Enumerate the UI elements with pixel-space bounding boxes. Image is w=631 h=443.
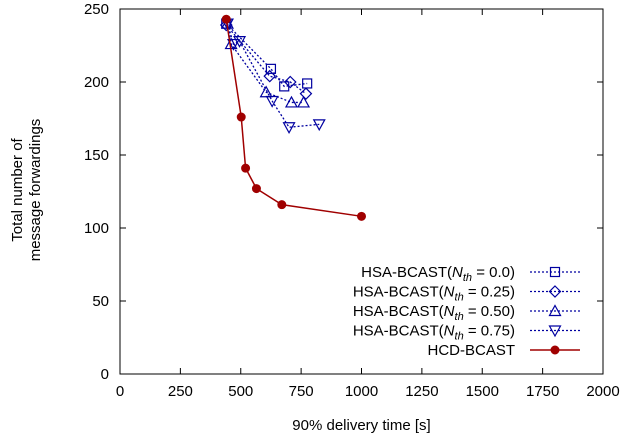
x-axis-label: 90% delivery time [s] [292,417,430,434]
y-tick-label: 200 [84,74,109,91]
series-1-point [265,63,277,74]
series-4-line [226,23,320,128]
series-4-point [312,119,326,132]
series-5-point [277,200,287,210]
legend-swatch-marker-2 [548,285,562,298]
legend-swatch-marker-5 [550,345,560,355]
series-3-point [297,95,311,108]
legend-label-4: HSA-BCAST(Nth = 0.75) [353,323,515,343]
legend-swatch-marker-1 [549,266,561,278]
legend: HSA-BCAST(Nth = 0.0)HSA-BCAST(Nth = 0.25… [353,264,580,359]
series-5-point [221,14,231,24]
series-4-point [265,95,279,108]
series-2-point [283,75,297,89]
legend-label-3: HSA-BCAST(Nth = 0.50) [353,303,515,323]
series-2-line [225,24,307,95]
x-tick-label: 500 [228,383,253,400]
x-tick-label: 0 [116,383,124,400]
series-5-point [236,112,246,122]
axis-ticks: 0 250 500 750 1000 1250 1500 1750 2000 0 50 100 150 2… [84,1,620,400]
legend-swatch-marker-3 [548,304,562,317]
series-5-point [241,163,251,173]
y-tick-label: 150 [84,147,109,164]
y-tick-label: 50 [92,293,109,310]
series-1-point [302,78,313,89]
legend-label-5: HCD-BCAST [427,342,515,359]
x-tick-label: 2000 [586,383,619,400]
series-2-point [263,69,277,83]
series-2-point [299,87,313,101]
x-tick-label: 1500 [466,383,499,400]
series-4-point [233,36,247,48]
x-tick-label: 750 [289,383,314,400]
series-3-point [259,85,273,98]
legend-label-1: HSA-BCAST(Nth = 0.0) [361,264,515,284]
x-tick-label: 250 [168,383,193,400]
series-5-point [251,184,261,194]
y-tick-label: 0 [101,366,109,383]
series-layer [219,14,366,221]
y-axis-label-line-2: message forwardings [27,119,44,262]
series-3 [220,16,311,108]
series-5-line [225,19,362,218]
legend-swatch-marker-4 [548,325,562,338]
y-axis-label-line-1: Total number of [9,137,26,241]
y-tick-label: 250 [84,1,109,18]
series-1-line [225,23,308,88]
series-3-point [284,95,298,108]
y-tick-label: 100 [84,220,109,237]
x-tick-label: 1000 [345,383,378,400]
x-tick-label: 1250 [405,383,438,400]
series-5 [221,14,366,221]
series-3-line [226,23,304,104]
x-tick-label: 1750 [526,383,559,400]
series-4-point [282,122,296,135]
legend-label-2: HSA-BCAST(Nth = 0.25) [353,284,515,304]
series-5-point [357,211,366,221]
